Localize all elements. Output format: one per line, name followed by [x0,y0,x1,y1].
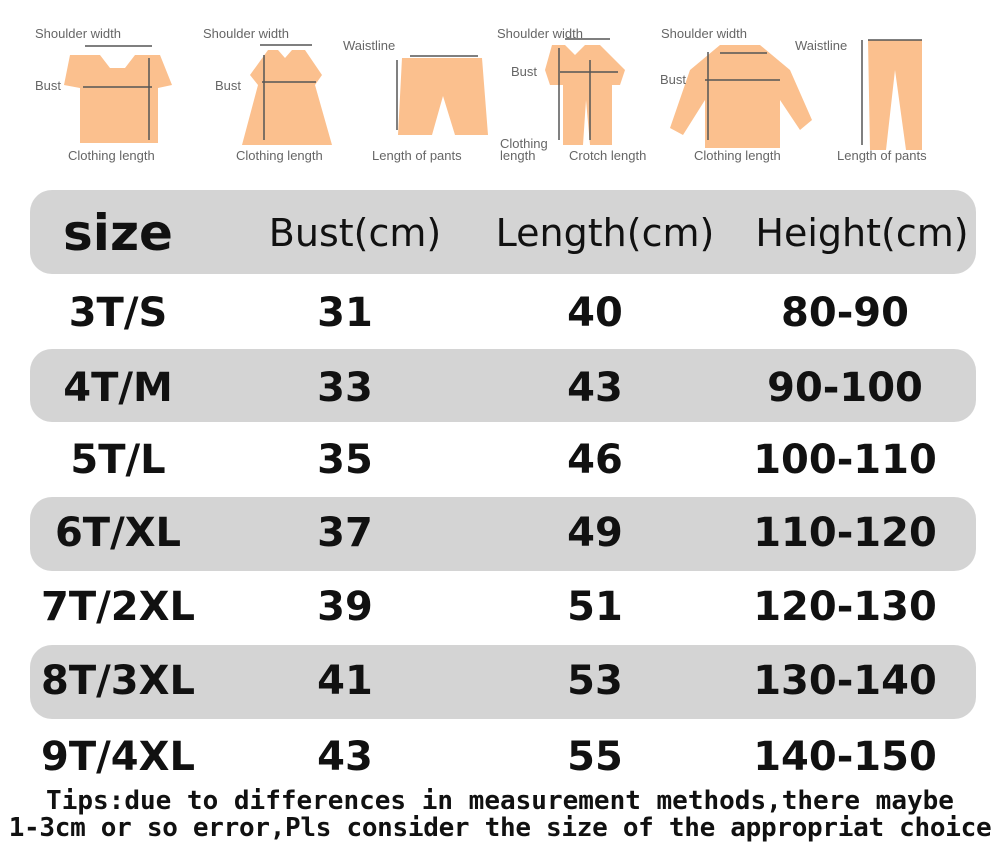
row-band [30,497,976,571]
cell-size: 4T/M [63,365,173,411]
label-waistline: Waistline [343,38,396,53]
label-shoulder-width: Shoulder width [661,26,747,41]
cell-height: 90-100 [767,365,923,411]
cell-length: 40 [567,290,623,336]
label-shoulder-width: Shoulder width [497,26,583,41]
cell-bust: 39 [317,584,373,630]
cell-height: 80-90 [781,290,909,336]
tips-line-2: 1-3cm or so error,Pls consider the size … [8,813,992,843]
cell-length: 43 [567,365,623,411]
label-clothing-length: Clothing length [500,136,548,163]
label-bust: Bust [511,64,538,79]
cell-height: 130-140 [753,658,937,704]
label-clothing-length: Clothing length [236,148,323,163]
cell-length: 55 [567,734,623,780]
cell-length: 51 [567,584,623,630]
label-bust: Bust [660,72,687,87]
cell-height: 100-110 [753,437,937,483]
header-height: Height(cm) [755,211,969,255]
tshirt-shape [64,55,172,143]
label-length-of-pants: Length of pants [837,148,927,163]
header-bust: Bust(cm) [268,211,442,255]
label-crotch-length: Crotch length [569,148,647,163]
header-length: Length(cm) [495,211,715,255]
shorts-shape [398,58,488,135]
cell-length: 46 [567,437,623,483]
cell-height: 140-150 [753,734,937,780]
tips-line-1: Tips:due to differences in measurement m… [46,786,954,816]
label-waistline: Waistline [795,38,848,53]
cell-size: 6T/XL [54,510,182,556]
cell-bust: 37 [317,510,373,556]
romper-shape [545,45,625,145]
cell-bust: 33 [317,365,373,411]
cell-size: 3T/S [68,290,168,336]
label-clothing-length: Clothing length [694,148,781,163]
label-bust: Bust [215,78,242,93]
row-band [30,349,976,422]
cell-length: 53 [567,658,623,704]
garment-illustrations [64,38,922,150]
header-band [30,190,976,274]
cell-bust: 35 [317,437,373,483]
cell-bust: 31 [317,290,373,336]
cell-height: 110-120 [753,510,937,556]
cell-size: 5T/L [70,437,166,483]
pants-shape [868,40,922,150]
header-size: size [63,204,173,262]
label-shoulder-width: Shoulder width [203,26,289,41]
cell-bust: 41 [317,658,373,704]
label-bust: Bust [35,78,62,93]
label-clothing-length: Clothing length [68,148,155,163]
dress-shape [242,50,332,145]
cell-size: 9T/4XL [41,734,195,780]
cell-size: 7T/2XL [41,584,195,630]
jacket-shape [670,45,812,148]
label-shoulder-width: Shoulder width [35,26,121,41]
cell-height: 120-130 [753,584,937,630]
cell-length: 49 [567,510,623,556]
cell-size: 8T/3XL [41,658,195,704]
label-length-of-pants: Length of pants [372,148,462,163]
cell-bust: 43 [317,734,373,780]
row-band [30,645,976,719]
